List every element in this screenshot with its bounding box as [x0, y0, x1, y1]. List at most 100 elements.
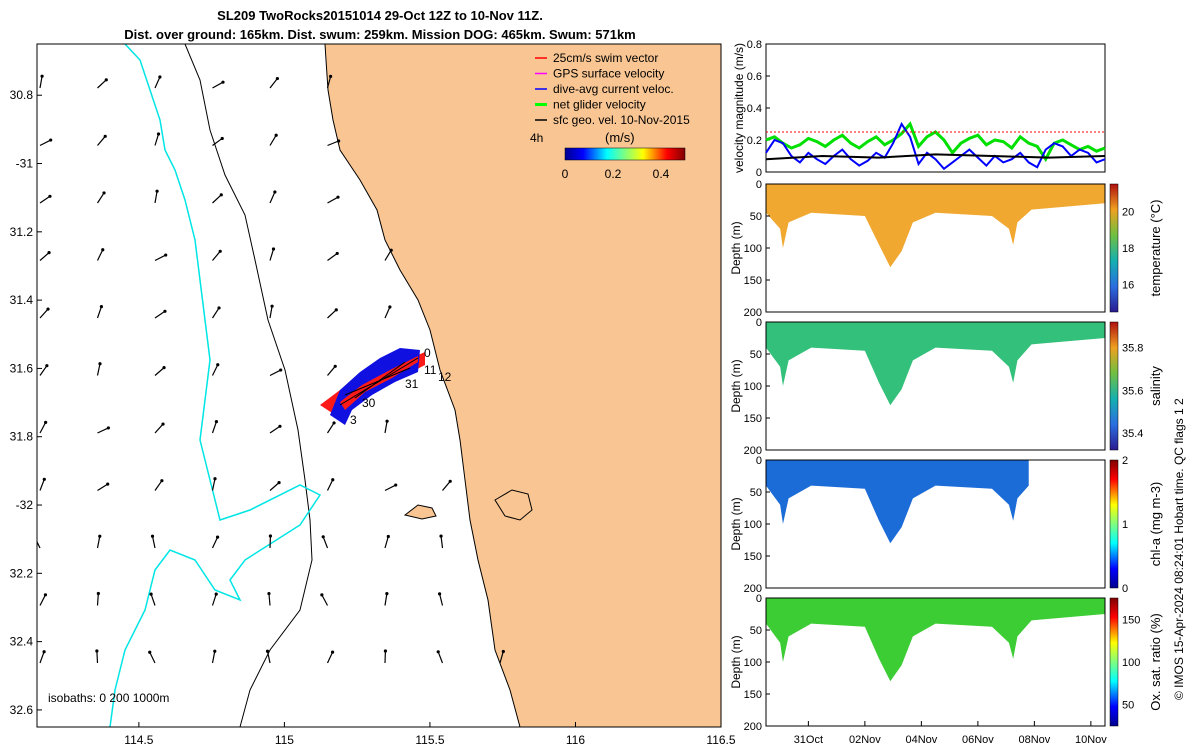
map-xtick-label: 114.5	[124, 733, 153, 747]
vel-ytick-label: 0.2	[747, 135, 762, 147]
sfc-vel-arrow-head	[501, 649, 505, 654]
sfc-vel-arrow	[440, 536, 444, 549]
sfc-vel-arrow	[154, 191, 158, 204]
sfc-vel-arrow	[269, 425, 281, 434]
map-ytick-label: 31.2	[10, 225, 34, 239]
sfc-vel-arrow-head	[388, 305, 392, 309]
depth-tick-label: 0	[756, 179, 762, 191]
vel-series-2	[765, 153, 1106, 161]
sfc-vel-arrow	[442, 480, 451, 491]
vel-ytick-label: 0.4	[747, 103, 762, 115]
sfc-vel-arrow-head	[42, 477, 46, 481]
profile-panel-1: 0 50 100 150 200 Depth (m) 35.4 35.6 35.8 salinit…	[729, 317, 1163, 457]
sfc-vel-arrow	[327, 365, 336, 376]
sfc-vel-arrow-head	[265, 649, 270, 653]
sfc-vel-arrow-head	[106, 426, 110, 430]
depth-tick-label: 150	[744, 413, 762, 425]
sfc-vel-arrow	[266, 651, 271, 664]
sfc-vel-arrow-head	[335, 251, 339, 256]
sfc-vel-arrow-head	[33, 536, 36, 539]
profile-colorbar	[1109, 183, 1119, 313]
sfc-vel-arrow-head	[98, 534, 102, 538]
sfc-vel-arrow-head	[277, 481, 281, 485]
colorbar-tick: 20	[1122, 206, 1134, 218]
depth-axis-label: Depth (m)	[729, 359, 743, 412]
legend-label-4: sfc geo. vel. 10-Nov-2015	[553, 113, 690, 127]
sfc-vel-arrow-head	[44, 420, 48, 425]
map-xtick-label: 116	[566, 733, 585, 747]
sfc-vel-arrow	[211, 478, 216, 491]
sfc-vel-arrow-head	[439, 534, 443, 538]
sfc-vel-arrow-head	[164, 253, 168, 257]
depth-tick-label: 0	[756, 593, 762, 605]
profile-panel-0: 0 50 100 150 200 Depth (m) 16 18 20 temperature (…	[729, 179, 1163, 319]
colorbar-tick: 16	[1122, 280, 1134, 292]
sfc-vel-arrow-head	[278, 424, 282, 428]
sfc-vel-arrow-head	[46, 307, 50, 311]
sfc-vel-arrow-head	[162, 366, 166, 370]
sfc-vel-arrow-head	[436, 650, 440, 654]
colorbar-tick-label: 0	[562, 167, 569, 181]
sfc-vel-arrow-head	[49, 138, 53, 142]
sfc-vel-arrow	[384, 536, 389, 549]
sfc-vel-arrow-head	[156, 132, 161, 136]
sfc-vel-arrow	[39, 594, 46, 606]
sfc-vel-arrow	[39, 76, 43, 89]
sfc-vel-arrow-head	[329, 74, 333, 79]
sfc-vel-arrow	[96, 536, 101, 549]
depth-tick-label: 200	[744, 583, 762, 595]
colorbar-tick: 35.8	[1122, 343, 1143, 355]
sfc-vel-arrow-head	[98, 362, 102, 366]
track-label-3: 3	[350, 413, 357, 427]
sfc-vel-arrow-head	[332, 421, 336, 425]
time-tick-label: 04Nov	[905, 734, 937, 746]
depth-tick-label: 150	[744, 275, 762, 287]
isobath-200m	[109, 44, 322, 727]
vel-ylabel: velocity magnitude (m/s)	[732, 43, 746, 173]
vel-ytick-label: 0.8	[747, 39, 762, 51]
velocity-plot-area	[765, 43, 1106, 173]
sfc-vel-arrow	[211, 364, 219, 376]
sfc-vel-arrow	[384, 249, 392, 261]
sfc-vel-arrow-head	[160, 479, 164, 483]
sfc-vel-arrow	[39, 422, 47, 434]
depth-tick-label: 50	[750, 487, 762, 499]
sfc-vel-arrow	[384, 306, 391, 319]
sfc-vel-arrow	[39, 252, 50, 261]
colorbar-tick: 35.4	[1122, 428, 1143, 440]
profile-colorbar	[1109, 321, 1119, 451]
depth-axis-label: Depth (m)	[729, 497, 743, 550]
sfc-vel-arrow	[326, 479, 334, 491]
sfc-vel-arrow	[154, 133, 160, 146]
sfc-vel-arrow-head	[155, 189, 159, 193]
depth-axis-label: Depth (m)	[729, 635, 743, 688]
sfc-vel-arrow-head	[148, 650, 152, 654]
profile-section-fill	[766, 598, 1105, 682]
vel-ytick-label: 0.6	[747, 71, 762, 83]
legend-label-0: 25cm/s swim vector	[553, 51, 658, 65]
glider-track	[320, 348, 425, 425]
sfc-vel-arrow-head	[336, 195, 340, 199]
legend-label-3: net glider velocity	[553, 98, 646, 112]
sfc-vel-arrow	[212, 81, 224, 89]
profile-section-fill	[766, 460, 1029, 544]
sfc-vel-arrow-head	[106, 482, 110, 486]
sfc-vel-arrow-head	[220, 136, 224, 141]
map-panel: 0 11 12 31 30 3 isobaths: 0 200 1000m 11…	[10, 43, 736, 747]
sfc-vel-arrow-head	[274, 133, 278, 137]
sfc-velocity-arrows	[33, 74, 505, 664]
time-tick-label: 08Nov	[1018, 734, 1050, 746]
sfc-vel-arrow-head	[271, 247, 276, 251]
profile-colorbar	[1109, 597, 1119, 727]
island	[403, 504, 437, 520]
depth-tick-label: 50	[750, 625, 762, 637]
sfc-vel-arrow-head	[95, 649, 99, 653]
sfc-vel-arrow-head	[215, 535, 220, 539]
sfc-vel-arrow-head	[42, 650, 46, 654]
sfc-vel-arrow	[326, 76, 332, 89]
sfc-vel-arrow	[151, 536, 156, 549]
sfc-vel-arrow-head	[213, 649, 217, 653]
time-axis: 31Oct 02Nov 04Nov 06Nov 08Nov 10Nov	[794, 721, 1107, 746]
sfc-vel-arrow-head	[150, 534, 155, 538]
